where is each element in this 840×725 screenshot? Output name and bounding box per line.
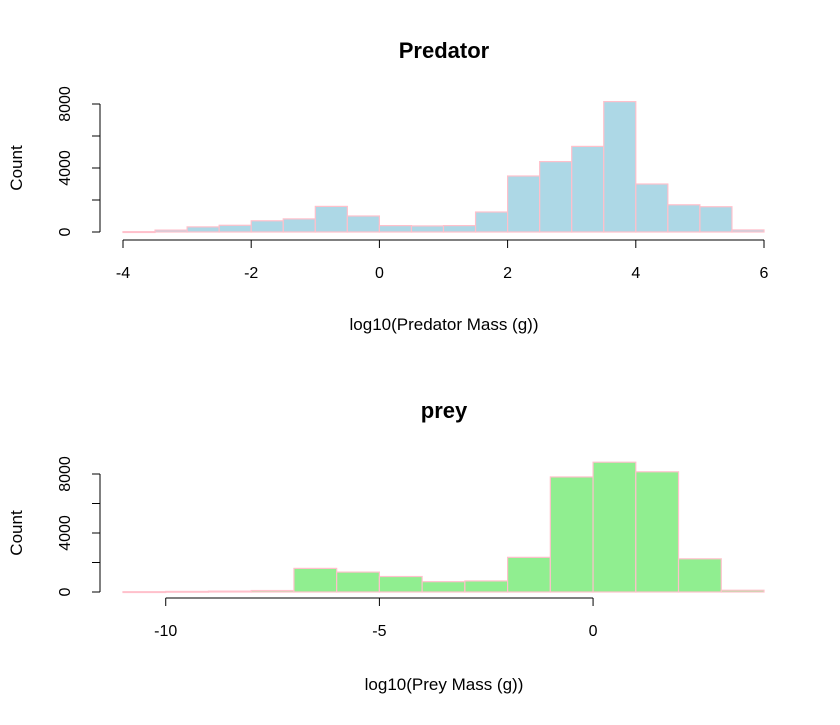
prey-bar	[635, 471, 680, 593]
prey-bar	[122, 591, 167, 594]
predator-bar	[507, 175, 541, 233]
predator-bar	[699, 206, 733, 233]
predator-title: Predator	[399, 38, 490, 63]
prey-y-tick-label: 0	[57, 587, 74, 596]
predator-bar	[410, 225, 445, 233]
predator-y-axis: 0 4000 8000	[57, 86, 101, 236]
prey-y-tick-label: 4000	[57, 515, 74, 551]
predator-y-axis-label: Count	[7, 145, 26, 191]
predator-x-tick-label: -4	[116, 265, 130, 282]
prey-bar	[464, 580, 509, 593]
predator-x-tick-label: 2	[503, 265, 512, 282]
predator-x-tick-label: 4	[631, 265, 640, 282]
prey-bar	[293, 567, 338, 593]
prey-y-axis: 0 4000 8000	[57, 456, 101, 596]
predator-y-tick-label: 8000	[57, 86, 74, 122]
prey-x-tick-label: -5	[372, 623, 386, 640]
prey-bars	[122, 461, 765, 594]
prey-y-tick-label: 8000	[57, 456, 74, 492]
predator-y-tick-label: 4000	[57, 150, 74, 186]
predator-bar	[314, 205, 348, 233]
prey-x-tick-label: -10	[154, 623, 177, 640]
prey-bar	[592, 461, 637, 593]
predator-bar	[442, 225, 477, 233]
prey-bar	[677, 558, 722, 593]
prey-x-tick-label: 0	[589, 623, 598, 640]
predator-bar	[635, 183, 669, 233]
predator-bar	[218, 224, 252, 233]
prey-x-axis-label: log10(Prey Mass (g))	[365, 675, 524, 694]
prey-bar	[549, 476, 594, 593]
prey-histogram-panel: prey log10(Prey Mass (g)) Count -10 -5 0 0…	[7, 398, 765, 694]
predator-x-axis: -4 -2 0 2 4 6	[116, 239, 769, 282]
predator-x-tick-label: 0	[375, 265, 384, 282]
prey-bar	[336, 571, 380, 593]
predator-bar	[186, 226, 220, 233]
predator-bar	[282, 218, 316, 233]
predator-histogram-panel: Predator log10(Predator Mass (g)) Count …	[7, 38, 769, 334]
predator-bar	[667, 204, 701, 233]
predator-y-tick-label: 0	[57, 227, 74, 236]
prey-bar	[507, 556, 551, 593]
predator-x-tick-label: -2	[244, 265, 258, 282]
predator-bar	[122, 231, 156, 234]
predator-bar	[346, 215, 381, 233]
prey-bar	[421, 581, 466, 593]
prey-bar	[250, 589, 295, 593]
predator-bars	[122, 100, 765, 234]
predator-bar	[539, 161, 573, 233]
predator-x-tick-label: 6	[760, 265, 769, 282]
predator-x-axis-label: log10(Predator Mass (g))	[350, 315, 539, 334]
prey-bar	[207, 590, 252, 593]
predator-bar	[250, 220, 284, 233]
predator-bar	[378, 225, 413, 233]
predator-bar	[603, 100, 637, 233]
predator-bar	[474, 211, 509, 233]
prey-title: prey	[421, 398, 468, 423]
predator-bar	[731, 229, 765, 233]
predator-bar	[154, 229, 188, 233]
predator-bar	[571, 145, 605, 233]
prey-bar	[720, 589, 765, 593]
prey-x-axis: -10 -5 0	[154, 597, 598, 640]
prey-y-axis-label: Count	[7, 510, 26, 556]
prey-bar	[165, 590, 210, 593]
prey-bar	[378, 575, 423, 593]
